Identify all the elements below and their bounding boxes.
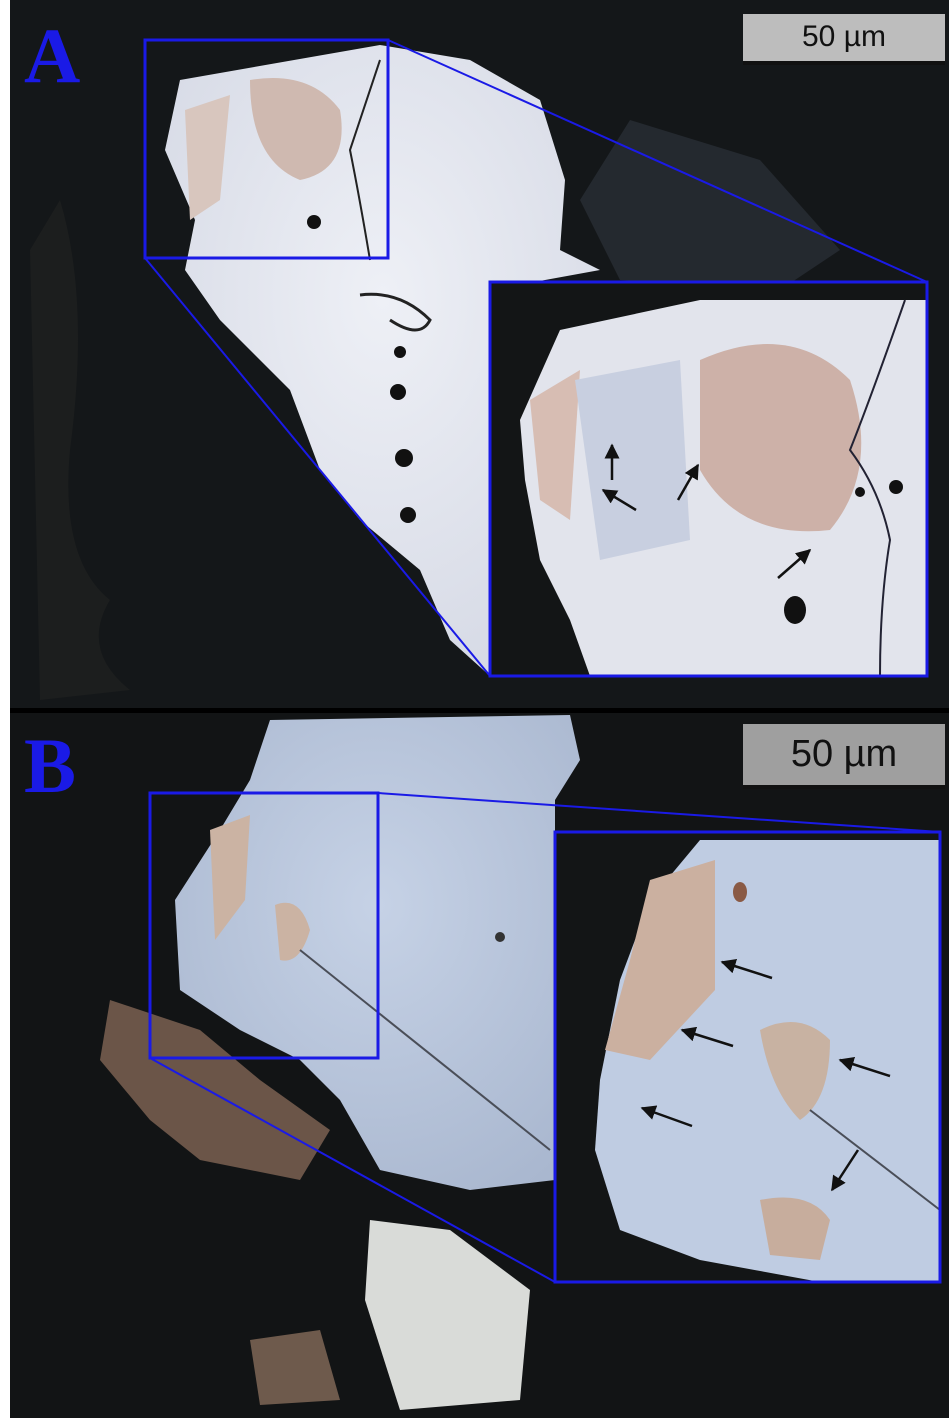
pore (400, 507, 416, 523)
divider (0, 708, 949, 713)
inset-a (490, 282, 927, 676)
panel-a: A 50 µm (10, 0, 949, 708)
pore (855, 487, 865, 497)
pore (784, 596, 806, 624)
scale-bar-label: 50 µm (802, 20, 886, 53)
pore (495, 932, 505, 942)
margin (0, 0, 10, 1418)
pore (889, 480, 903, 494)
scale-bar-label: 50 µm (791, 733, 897, 775)
panel-label: B (24, 722, 76, 809)
panel-label: A (24, 12, 80, 99)
inclusion (733, 882, 747, 902)
panel-b: B 50 µm (10, 713, 949, 1418)
figure: A 50 µm (0, 0, 949, 1418)
pore (395, 449, 413, 467)
inset-b (555, 832, 940, 1282)
pore (390, 384, 406, 400)
pore (307, 215, 321, 229)
pore (394, 346, 406, 358)
